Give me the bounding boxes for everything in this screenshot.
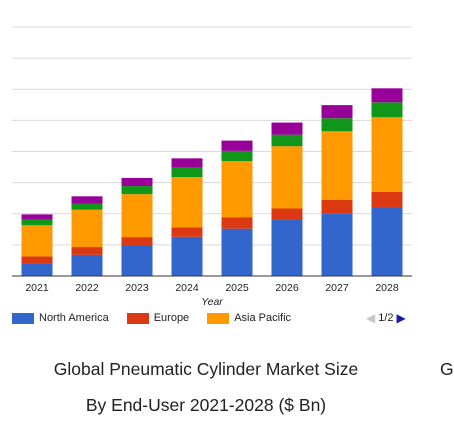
bar-segment-2028-series-3[interactable] bbox=[371, 102, 403, 118]
chart-caption-line-2: By End-User 2021-2028 ($ Bn) bbox=[85, 395, 327, 415]
bar-segment-2024-series-2[interactable] bbox=[171, 177, 203, 228]
bar-segment-2021-series-1[interactable] bbox=[21, 256, 53, 264]
x-tick-label: 2023 bbox=[125, 282, 149, 294]
legend-page-indicator: 1/2 bbox=[378, 312, 394, 324]
x-tick-label: 2025 bbox=[225, 282, 249, 294]
bar-segment-2028-series-2[interactable] bbox=[371, 117, 403, 192]
bar-segment-2025-series-0[interactable] bbox=[221, 228, 253, 276]
bar-segment-2022-series-4[interactable] bbox=[71, 196, 103, 204]
bar-segment-2028-series-1[interactable] bbox=[371, 191, 403, 208]
bar-segment-2027-series-4[interactable] bbox=[321, 105, 353, 119]
x-axis-title: Year bbox=[201, 296, 223, 308]
stacked-bar-chart: 2021 2022 2023 2024 2025 2026 2027 2028 Year bbox=[12, 26, 412, 308]
bar-segment-2022-series-3[interactable] bbox=[71, 203, 103, 210]
bar-segment-2023-series-4[interactable] bbox=[121, 177, 153, 187]
x-axis-ticks: 2021 2022 2023 2024 2025 2026 2027 2028 bbox=[25, 282, 399, 294]
bar-segment-2024-series-4[interactable] bbox=[171, 158, 203, 168]
x-tick-label: 2028 bbox=[375, 282, 399, 294]
legend-item-asia-pacific[interactable]: Asia Pacific bbox=[207, 312, 291, 324]
bar-segment-2024-series-3[interactable] bbox=[171, 167, 203, 178]
bar-segment-2021-series-4[interactable] bbox=[21, 214, 53, 220]
legend-swatch bbox=[12, 312, 34, 324]
bar-segment-2027-series-3[interactable] bbox=[321, 118, 353, 132]
legend-item-north-america[interactable]: North America bbox=[12, 312, 109, 324]
bar-segment-2027-series-0[interactable] bbox=[321, 213, 353, 276]
bar-segment-2026-series-2[interactable] bbox=[271, 146, 303, 209]
x-tick-label: 2021 bbox=[25, 282, 49, 294]
chart-legend: North America Europe Asia Pacific bbox=[12, 310, 309, 326]
bar-segment-2025-series-4[interactable] bbox=[221, 140, 253, 151]
legend-label: North America bbox=[39, 312, 109, 324]
x-tick-label: 2026 bbox=[275, 282, 299, 294]
legend-item-europe[interactable]: Europe bbox=[126, 312, 190, 324]
bar-segment-2025-series-1[interactable] bbox=[221, 217, 253, 229]
bar-segment-2022-series-0[interactable] bbox=[71, 254, 103, 276]
bar-segment-2025-series-3[interactable] bbox=[221, 150, 253, 162]
x-tick-label: 2022 bbox=[75, 282, 99, 294]
bar-segment-2026-series-0[interactable] bbox=[271, 219, 303, 276]
bar-segment-2027-series-1[interactable] bbox=[321, 199, 353, 214]
legend-label: Europe bbox=[153, 312, 190, 324]
bar-segment-2026-series-1[interactable] bbox=[271, 208, 303, 220]
bar-segment-2023-series-0[interactable] bbox=[121, 245, 153, 276]
bar-segment-2022-series-2[interactable] bbox=[71, 209, 103, 248]
bar-segment-2026-series-3[interactable] bbox=[271, 134, 303, 147]
bar-segment-2023-series-2[interactable] bbox=[121, 194, 153, 238]
bar-segment-2023-series-1[interactable] bbox=[121, 237, 153, 246]
legend-pager: ◀ 1/2 ▶ bbox=[366, 310, 406, 326]
bar-segment-2028-series-0[interactable] bbox=[371, 207, 403, 276]
bar-segment-2021-series-3[interactable] bbox=[21, 219, 53, 226]
bar-segment-2022-series-1[interactable] bbox=[71, 247, 103, 255]
bar-segment-2024-series-0[interactable] bbox=[171, 236, 203, 276]
bar-segment-2027-series-2[interactable] bbox=[321, 131, 353, 200]
bar-segment-2023-series-3[interactable] bbox=[121, 186, 153, 195]
x-tick-label: 2024 bbox=[175, 282, 199, 294]
bar-segment-2024-series-1[interactable] bbox=[171, 227, 203, 237]
next-page-icon[interactable]: ▶ bbox=[396, 311, 406, 325]
bar-segment-2026-series-4[interactable] bbox=[271, 122, 303, 135]
bar-stacks bbox=[21, 88, 403, 276]
bar-segment-2025-series-2[interactable] bbox=[221, 161, 253, 218]
legend-swatch bbox=[126, 312, 149, 324]
previous-page-icon[interactable]: ◀ bbox=[366, 311, 376, 325]
legend-swatch bbox=[207, 312, 230, 324]
chart-caption-line-1: Global Pneumatic Cylinder Market Size bbox=[53, 359, 359, 379]
bar-segment-2021-series-2[interactable] bbox=[21, 225, 53, 257]
next-card-caption-fragment: G bbox=[440, 359, 454, 379]
bar-segment-2021-series-0[interactable] bbox=[21, 263, 53, 276]
bar-segment-2028-series-4[interactable] bbox=[371, 88, 403, 103]
legend-label: Asia Pacific bbox=[234, 312, 292, 324]
x-tick-label: 2027 bbox=[325, 282, 349, 294]
